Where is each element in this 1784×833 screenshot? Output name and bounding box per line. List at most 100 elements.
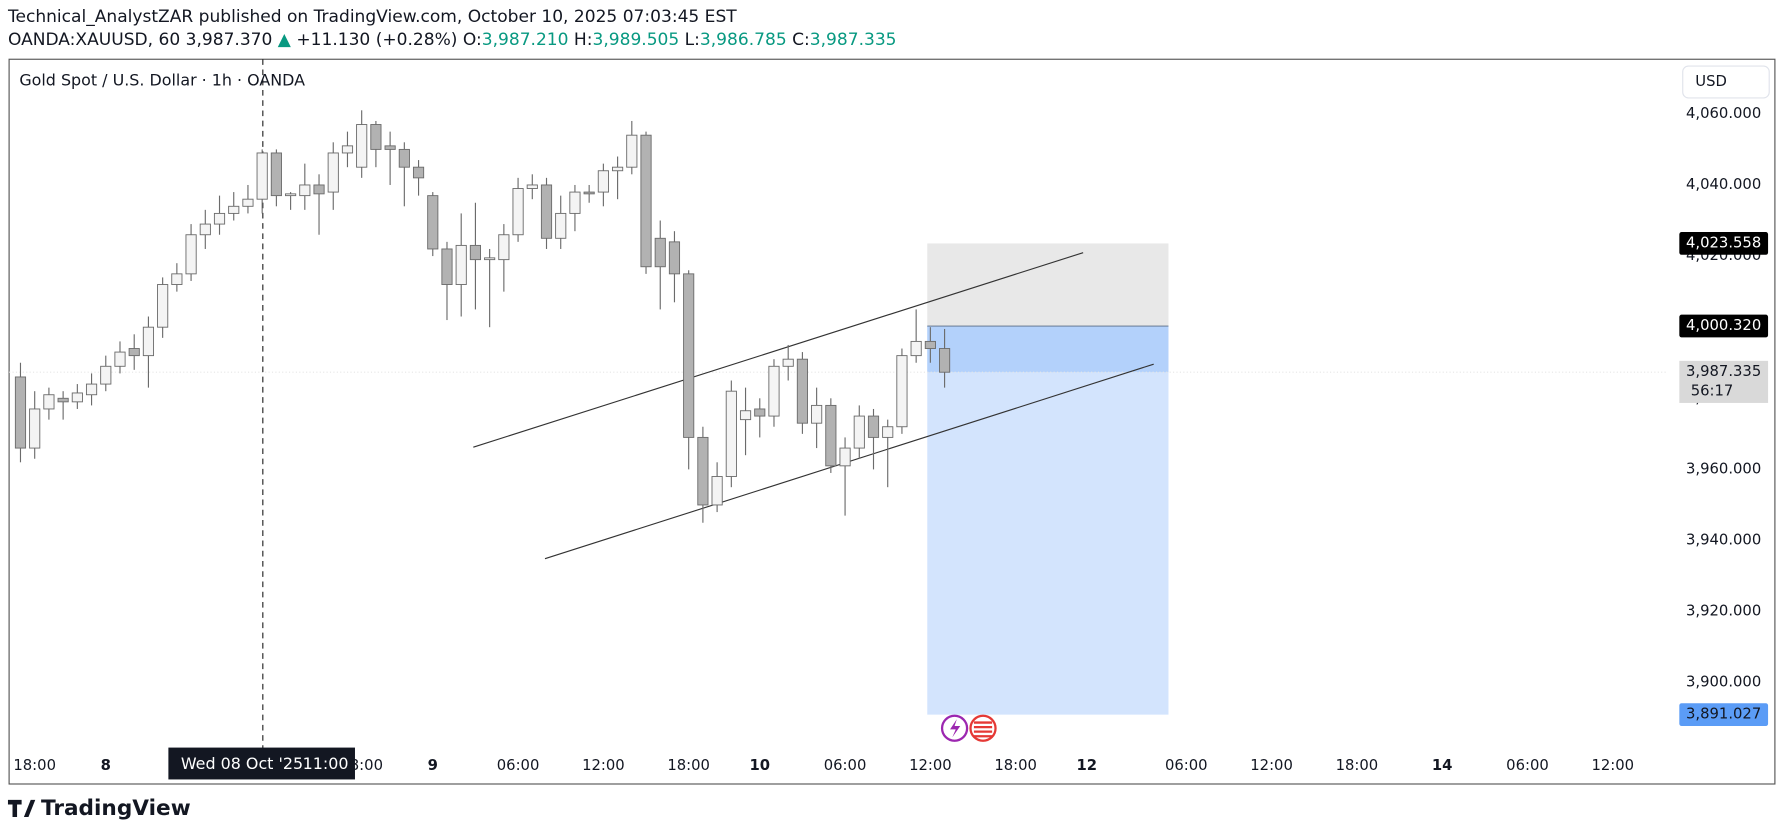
candle-body bbox=[370, 124, 382, 150]
candle-body bbox=[285, 193, 297, 197]
y-tick-label: 3,940.000 bbox=[1686, 532, 1761, 549]
candle-body bbox=[867, 415, 880, 438]
x-tick-label: 18:00 bbox=[13, 757, 56, 774]
stop-label: 4,023.558 bbox=[1686, 234, 1761, 251]
candle-body bbox=[57, 397, 69, 403]
h-value: 3,989.505 bbox=[592, 30, 679, 50]
candle-body bbox=[939, 348, 951, 373]
x-tick-label: 18:00 bbox=[667, 757, 710, 774]
candle-body bbox=[569, 191, 581, 214]
candle-body bbox=[441, 248, 453, 285]
candle-body bbox=[896, 355, 908, 428]
l-label: L: bbox=[685, 30, 700, 50]
candle-body bbox=[356, 124, 368, 168]
c-value: 3,987.335 bbox=[810, 30, 897, 50]
candle-body bbox=[313, 184, 325, 195]
x-tick-label: 06:00 bbox=[1506, 757, 1549, 774]
x-tick-label: 12:00 bbox=[909, 757, 952, 774]
candle-body bbox=[412, 166, 425, 179]
crosshair-time: 11:00 bbox=[303, 754, 349, 773]
y-tick-label: 3,920.000 bbox=[1686, 603, 1761, 620]
o-value: 3,987.210 bbox=[482, 30, 569, 50]
candle-body bbox=[100, 365, 112, 385]
candle-body bbox=[213, 212, 226, 225]
candle-body bbox=[754, 408, 766, 417]
candle-body bbox=[398, 148, 410, 168]
candle-body bbox=[341, 145, 354, 154]
candle-body bbox=[796, 358, 808, 424]
logo-mark bbox=[7, 799, 36, 817]
candle-body bbox=[654, 237, 666, 268]
c-label: C: bbox=[792, 30, 810, 50]
x-tick-label: 10 bbox=[749, 757, 770, 774]
candle-body bbox=[43, 394, 55, 410]
publish-line: Technical_AnalystZAR published on Tradin… bbox=[7, 7, 737, 27]
l-value: 3,986.785 bbox=[700, 30, 787, 50]
candle-body bbox=[725, 390, 737, 477]
candle-body bbox=[142, 326, 155, 357]
target-label: 3,891.027 bbox=[1686, 706, 1761, 723]
candle-body bbox=[540, 184, 553, 239]
brand: TradingView bbox=[41, 796, 191, 821]
candle-body bbox=[697, 436, 709, 506]
y-tick-label: 4,060.000 bbox=[1686, 105, 1761, 122]
open-pnl-zone bbox=[927, 326, 1169, 373]
crosshair-label-bg bbox=[168, 747, 355, 780]
candle-body bbox=[910, 340, 922, 357]
y-tick-label: 4,040.000 bbox=[1686, 176, 1761, 193]
candle-body bbox=[14, 376, 27, 449]
x-tick-label: 14 bbox=[1432, 757, 1453, 774]
x-tick-label: 8 bbox=[101, 757, 111, 774]
last-price-bg bbox=[1679, 360, 1769, 403]
candle-body bbox=[157, 284, 169, 328]
candle-body bbox=[484, 257, 496, 261]
flag-stripes bbox=[973, 721, 993, 738]
symbol: OANDA:XAUUSD, 60 bbox=[8, 30, 180, 50]
stop-zone bbox=[927, 243, 1169, 327]
candle-body bbox=[185, 234, 197, 275]
x-tick-label: 06:00 bbox=[824, 757, 867, 774]
last-price-label: 3,987.335 bbox=[1686, 363, 1761, 380]
candle-body bbox=[526, 184, 538, 189]
entry-label: 4,000.320 bbox=[1686, 317, 1761, 334]
o-label: O: bbox=[463, 30, 482, 50]
stop-label-bg bbox=[1679, 232, 1769, 255]
candle-body bbox=[270, 152, 282, 197]
x-tick-label: 12 bbox=[1076, 757, 1097, 774]
target-label-bg bbox=[1679, 703, 1769, 727]
x-tick-label: 12:00 bbox=[582, 757, 625, 774]
candle-body bbox=[768, 365, 780, 417]
candle-body bbox=[612, 166, 624, 172]
x-tick-label: 06:00 bbox=[1165, 757, 1208, 774]
chart-frame bbox=[8, 58, 1776, 785]
candle-body bbox=[839, 447, 851, 467]
h-label: H: bbox=[574, 30, 593, 50]
candle-body bbox=[683, 273, 695, 438]
currency: USD bbox=[1695, 73, 1727, 90]
arrow: ▲ bbox=[278, 30, 292, 50]
candle-body bbox=[384, 145, 396, 150]
quote-line: OANDA:XAUUSD, 60 3,987.370 ▲ +11.130 (+0… bbox=[8, 30, 897, 50]
candle-body bbox=[171, 273, 183, 285]
x-tick-label: 12:00 bbox=[1591, 757, 1634, 774]
countdown: 56:17 bbox=[1691, 383, 1734, 400]
candle-body bbox=[811, 404, 823, 424]
candle-body bbox=[597, 170, 609, 193]
entry-label-bg bbox=[1679, 314, 1769, 338]
candle-body bbox=[299, 184, 311, 197]
candle-body bbox=[71, 392, 83, 403]
candle-body bbox=[739, 410, 752, 421]
candle-body bbox=[782, 358, 794, 367]
change: +11.130 (+0.28%) bbox=[296, 30, 457, 50]
candle-body bbox=[626, 134, 638, 168]
candle-body bbox=[924, 340, 936, 349]
currency-button[interactable] bbox=[1682, 65, 1770, 99]
candle-body bbox=[85, 383, 98, 396]
candle-body bbox=[668, 241, 681, 275]
pane-title: Gold Spot / U.S. Dollar · 1h · OANDA bbox=[19, 70, 305, 89]
last: 3,987.370 bbox=[186, 30, 273, 50]
x-tick-label: 06:00 bbox=[497, 757, 540, 774]
candle-body bbox=[640, 134, 652, 268]
